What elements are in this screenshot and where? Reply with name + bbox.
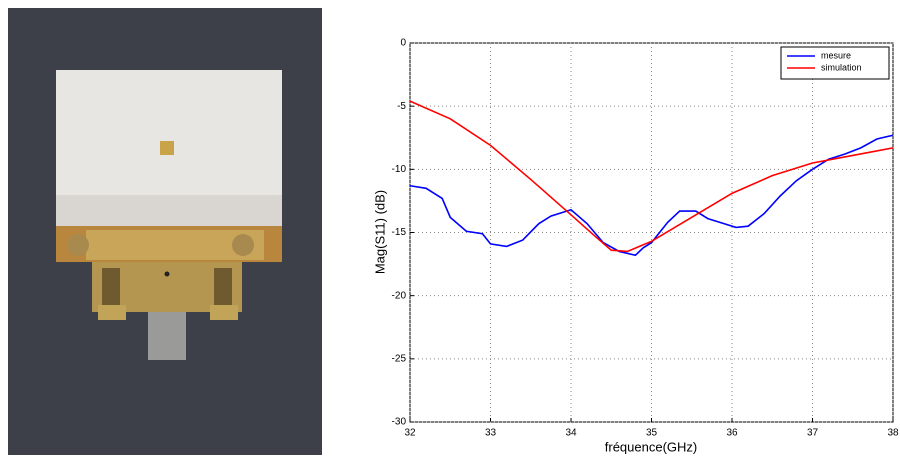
substrate-shade bbox=[56, 195, 282, 228]
legend-label: mesure bbox=[821, 50, 851, 60]
x-tick-label: 38 bbox=[887, 428, 899, 439]
y-tick-label: -30 bbox=[392, 417, 407, 428]
antenna-photo bbox=[8, 8, 322, 455]
y-axis-label: Mag(S11) (dB) bbox=[372, 190, 387, 274]
pin bbox=[210, 305, 238, 320]
screw bbox=[67, 234, 89, 256]
y-tick-label: -20 bbox=[392, 290, 407, 301]
sma-connector bbox=[148, 312, 186, 360]
y-tick-label: 0 bbox=[400, 38, 406, 49]
x-tick-label: 35 bbox=[646, 428, 658, 439]
y-tick-label: -5 bbox=[397, 101, 406, 112]
plot bbox=[409, 100, 894, 257]
x-tick-label: 33 bbox=[485, 428, 497, 439]
screw bbox=[232, 234, 254, 256]
series-line bbox=[409, 134, 894, 257]
slot bbox=[102, 268, 120, 312]
x-tick-label: 34 bbox=[565, 428, 577, 439]
legend-label: simulation bbox=[821, 62, 862, 72]
y-tick-label: -15 bbox=[392, 227, 407, 238]
pin bbox=[98, 305, 126, 320]
y-tick-label: -25 bbox=[392, 353, 407, 364]
y-tick-label: -10 bbox=[392, 164, 407, 175]
x-tick-label: 37 bbox=[807, 428, 819, 439]
series-line bbox=[409, 100, 894, 253]
legend-box bbox=[780, 46, 890, 80]
hole bbox=[164, 271, 170, 277]
x-tick-label: 32 bbox=[404, 428, 416, 439]
grid bbox=[409, 42, 894, 423]
x-axis-label: fréquence(GHz) bbox=[605, 439, 697, 454]
patch bbox=[160, 141, 174, 155]
slot bbox=[214, 268, 232, 312]
x-tick-label: 36 bbox=[726, 428, 738, 439]
